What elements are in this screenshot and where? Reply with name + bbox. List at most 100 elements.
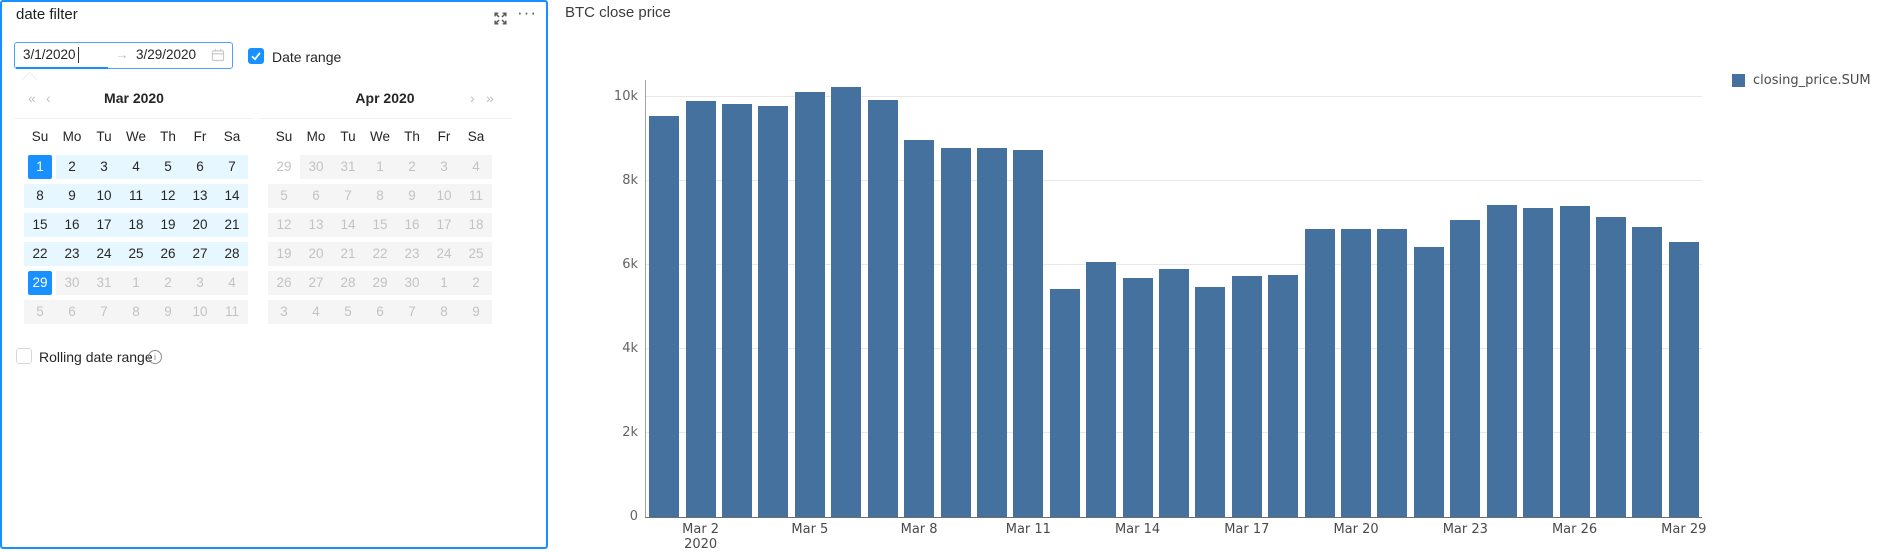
prev-month-icon[interactable]: ‹ — [46, 90, 51, 106]
weekday-label: Th — [404, 129, 420, 144]
calendar-day-cell: 6 — [300, 181, 332, 210]
calendar-day-cell[interactable]: 4 — [120, 152, 152, 181]
calendar-day-cell: 18 — [460, 210, 492, 239]
date-range-checkbox[interactable] — [248, 48, 264, 64]
chart-bar-mar-20[interactable] — [1341, 229, 1372, 517]
calendar-day-cell[interactable]: 13 — [184, 181, 216, 210]
calendar-day-cell[interactable]: 19 — [152, 210, 184, 239]
chart-bar-mar-7[interactable] — [867, 99, 898, 517]
calendar-day-cell[interactable]: 8 — [24, 181, 56, 210]
calendar-day-cell: 5 — [24, 297, 56, 326]
chart-bar-mar-21[interactable] — [1377, 228, 1408, 517]
chart-bar-mar-2[interactable] — [685, 101, 716, 517]
calendar-day-cell[interactable]: 27 — [184, 239, 216, 268]
chart-bar-mar-27[interactable] — [1595, 216, 1626, 517]
prev-year-icon[interactable]: « — [28, 90, 36, 106]
calendar-day-cell[interactable]: 25 — [120, 239, 152, 268]
chart-title: BTC close price — [565, 4, 671, 21]
calendar-day-cell[interactable]: 1 — [24, 152, 56, 181]
calendar-day-cell[interactable]: 29 — [24, 268, 56, 297]
day-number: 23 — [64, 245, 80, 261]
calendar-day-cell[interactable]: 14 — [216, 181, 248, 210]
chart-bar-mar-1[interactable] — [649, 115, 680, 517]
start-date-value[interactable]: 3/1/2020 — [23, 47, 76, 62]
chart-bar-mar-29[interactable] — [1668, 241, 1699, 517]
calendar-day-cell[interactable]: 23 — [56, 239, 88, 268]
day-number: 4 — [228, 274, 236, 290]
calendar-day-cell[interactable]: 10 — [88, 181, 120, 210]
legend-item[interactable]: closing_price.SUM — [1732, 73, 1871, 88]
chart-bar-mar-16[interactable] — [1195, 286, 1226, 517]
chart-bar-mar-11[interactable] — [1013, 149, 1044, 517]
x-axis-tick-label: Mar 5 — [791, 522, 829, 537]
calendar-day-cell[interactable]: 9 — [56, 181, 88, 210]
chart-bar-mar-8[interactable] — [904, 139, 935, 517]
calendar-day-cell[interactable]: 6 — [184, 152, 216, 181]
day-number: 4 — [132, 158, 140, 174]
chart-bar-mar-15[interactable] — [1159, 269, 1189, 517]
x-axis-tick-label: Mar 29 — [1661, 522, 1707, 537]
day-number: 27 — [192, 245, 208, 261]
calendar-day-cell[interactable]: 28 — [216, 239, 248, 268]
calendar-day-cell[interactable]: 24 — [88, 239, 120, 268]
calendar-day-cell[interactable]: 20 — [184, 210, 216, 239]
end-date-value[interactable]: 3/29/2020 — [136, 47, 197, 62]
calendar-day-cell[interactable]: 21 — [216, 210, 248, 239]
calendar-day-cell[interactable]: 12 — [152, 181, 184, 210]
info-icon[interactable]: i — [148, 350, 162, 364]
date-range-input[interactable]: 3/1/2020 → 3/29/2020 — [14, 42, 233, 69]
calendar-day-cell: 7 — [332, 181, 364, 210]
calendar-day-cell[interactable]: 3 — [88, 152, 120, 181]
calendar-day-cell[interactable]: 18 — [120, 210, 152, 239]
day-number: 1 — [132, 274, 140, 290]
chart-bar-mar-18[interactable] — [1268, 275, 1299, 517]
calendar-day-cell[interactable]: 2 — [56, 152, 88, 181]
chart-bar-mar-22[interactable] — [1413, 246, 1444, 517]
rolling-date-range-checkbox[interactable] — [16, 348, 32, 364]
weekday-label: Fr — [193, 129, 207, 144]
more-icon[interactable]: ··· — [517, 3, 537, 22]
day-number: 19 — [160, 216, 176, 232]
chart-bar-mar-25[interactable] — [1523, 208, 1554, 517]
calendar-month-title: Apr 2020 — [355, 90, 415, 106]
day-number: 7 — [344, 187, 352, 203]
calendar-day-cell: 20 — [300, 239, 332, 268]
calendar-day-cell[interactable]: 17 — [88, 210, 120, 239]
day-number: 28 — [340, 274, 356, 290]
chart-bar-mar-6[interactable] — [831, 87, 862, 517]
chart-bar-mar-9[interactable] — [940, 147, 971, 517]
calendar-day-cell: 10 — [184, 297, 216, 326]
weekday-label: Sa — [467, 129, 485, 144]
day-number: 27 — [308, 274, 324, 290]
chart-bar-mar-24[interactable] — [1486, 204, 1517, 517]
next-year-icon[interactable]: » — [486, 90, 494, 106]
calendar-day-cell[interactable]: 15 — [24, 210, 56, 239]
chart-bar-mar-13[interactable] — [1086, 261, 1117, 517]
chart-bar-mar-12[interactable] — [1049, 289, 1080, 517]
chart-bar-mar-4[interactable] — [758, 106, 789, 517]
chart-bar-mar-23[interactable] — [1450, 219, 1481, 517]
calendar-day-cell: 4 — [460, 152, 492, 181]
calendar-day-cell[interactable]: 11 — [120, 181, 152, 210]
chart-bar-mar-28[interactable] — [1632, 227, 1663, 517]
calendar-day-cell[interactable]: 26 — [152, 239, 184, 268]
x-axis-tick-label: Mar 23 — [1442, 522, 1488, 537]
day-number: 25 — [128, 245, 144, 261]
chart-bar-mar-19[interactable] — [1304, 229, 1335, 517]
day-number: 6 — [196, 158, 204, 174]
chart-bar-mar-5[interactable] — [794, 91, 825, 517]
day-number: 10 — [192, 303, 208, 319]
calendar-day-cell[interactable]: 16 — [56, 210, 88, 239]
calendar-day-cell[interactable]: 22 — [24, 239, 56, 268]
calendar-day-cell[interactable]: 5 — [152, 152, 184, 181]
expand-icon[interactable] — [492, 10, 512, 30]
day-number: 31 — [340, 158, 356, 174]
chart-bar-mar-14[interactable] — [1122, 277, 1153, 517]
chart-bar-mar-17[interactable] — [1231, 276, 1262, 517]
chart-bar-mar-3[interactable] — [722, 104, 753, 517]
chart-bar-mar-26[interactable] — [1559, 205, 1590, 517]
weekday-label: Tu — [340, 129, 356, 144]
chart-bar-mar-10[interactable] — [976, 148, 1007, 517]
next-month-icon[interactable]: › — [470, 90, 475, 106]
calendar-day-cell[interactable]: 7 — [216, 152, 248, 181]
